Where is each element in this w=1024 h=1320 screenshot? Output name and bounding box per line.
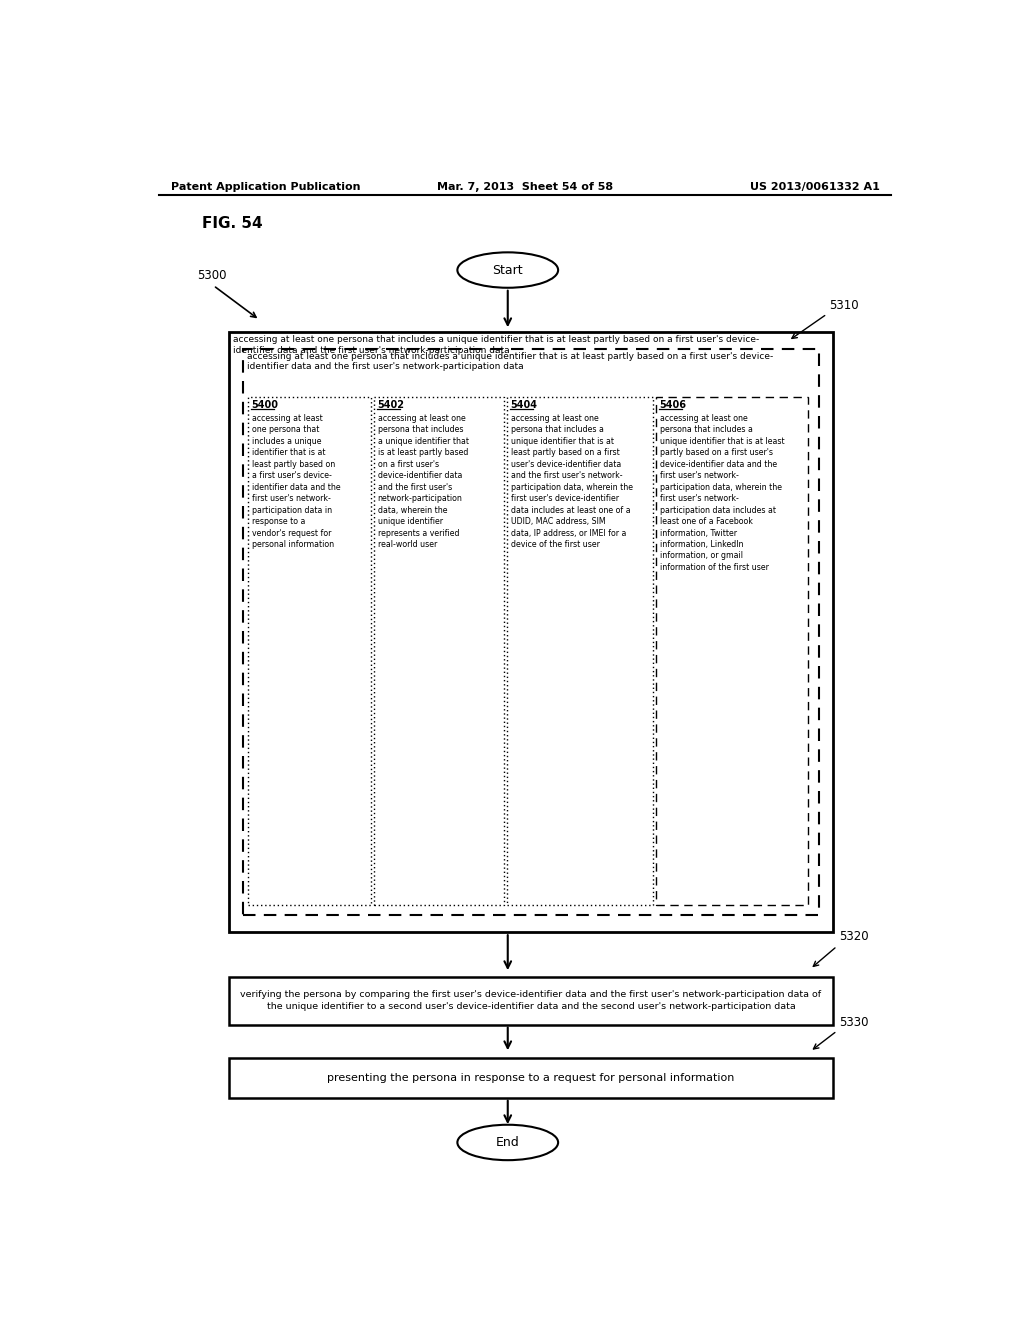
Text: 5400: 5400 — [251, 400, 279, 411]
Text: accessing at least one
persona that includes a
unique identifier that is at leas: accessing at least one persona that incl… — [659, 414, 784, 572]
Bar — [507, 397, 652, 906]
Text: accessing at least one persona that includes a unique identifier that is at leas: accessing at least one persona that incl… — [247, 351, 773, 360]
Text: identifier data and the first user's network-participation data: identifier data and the first user's net… — [233, 346, 510, 355]
Text: US 2013/0061332 A1: US 2013/0061332 A1 — [750, 182, 880, 191]
Bar — [374, 397, 504, 906]
Bar — [228, 331, 834, 932]
Text: 5320: 5320 — [840, 931, 869, 942]
Text: accessing at least one
persona that includes a
unique identifier that is at
leas: accessing at least one persona that incl… — [511, 414, 633, 549]
Bar — [228, 1057, 834, 1098]
Text: FIG. 54: FIG. 54 — [202, 216, 262, 231]
Text: End: End — [496, 1137, 519, 1148]
Text: Patent Application Publication: Patent Application Publication — [171, 182, 360, 191]
Bar — [248, 397, 371, 906]
Bar — [243, 348, 819, 915]
Text: Start: Start — [493, 264, 523, 277]
Text: accessing at least one persona that includes a unique identifier that is at leas: accessing at least one persona that incl… — [233, 335, 760, 343]
Text: 5402: 5402 — [377, 400, 403, 411]
Text: verifying the persona by comparing the first user's device-identifier data and t: verifying the persona by comparing the f… — [241, 990, 821, 1011]
Text: 5406: 5406 — [658, 400, 686, 411]
Ellipse shape — [458, 1125, 558, 1160]
Ellipse shape — [458, 252, 558, 288]
Text: 5300: 5300 — [197, 268, 226, 281]
Text: 5310: 5310 — [829, 298, 859, 312]
Bar — [228, 977, 834, 1024]
Text: accessing at least one
persona that includes
a unique identifier that
is at leas: accessing at least one persona that incl… — [378, 414, 469, 549]
Text: accessing at least
one persona that
includes a unique
identifier that is at
leas: accessing at least one persona that incl… — [252, 414, 341, 549]
Text: presenting the persona in response to a request for personal information: presenting the persona in response to a … — [328, 1073, 734, 1082]
Text: identifier data and the first user's network-participation data: identifier data and the first user's net… — [247, 363, 523, 371]
Text: 5330: 5330 — [840, 1015, 869, 1028]
Bar — [655, 397, 808, 906]
Text: Mar. 7, 2013  Sheet 54 of 58: Mar. 7, 2013 Sheet 54 of 58 — [437, 182, 612, 191]
Text: 5404: 5404 — [510, 400, 537, 411]
